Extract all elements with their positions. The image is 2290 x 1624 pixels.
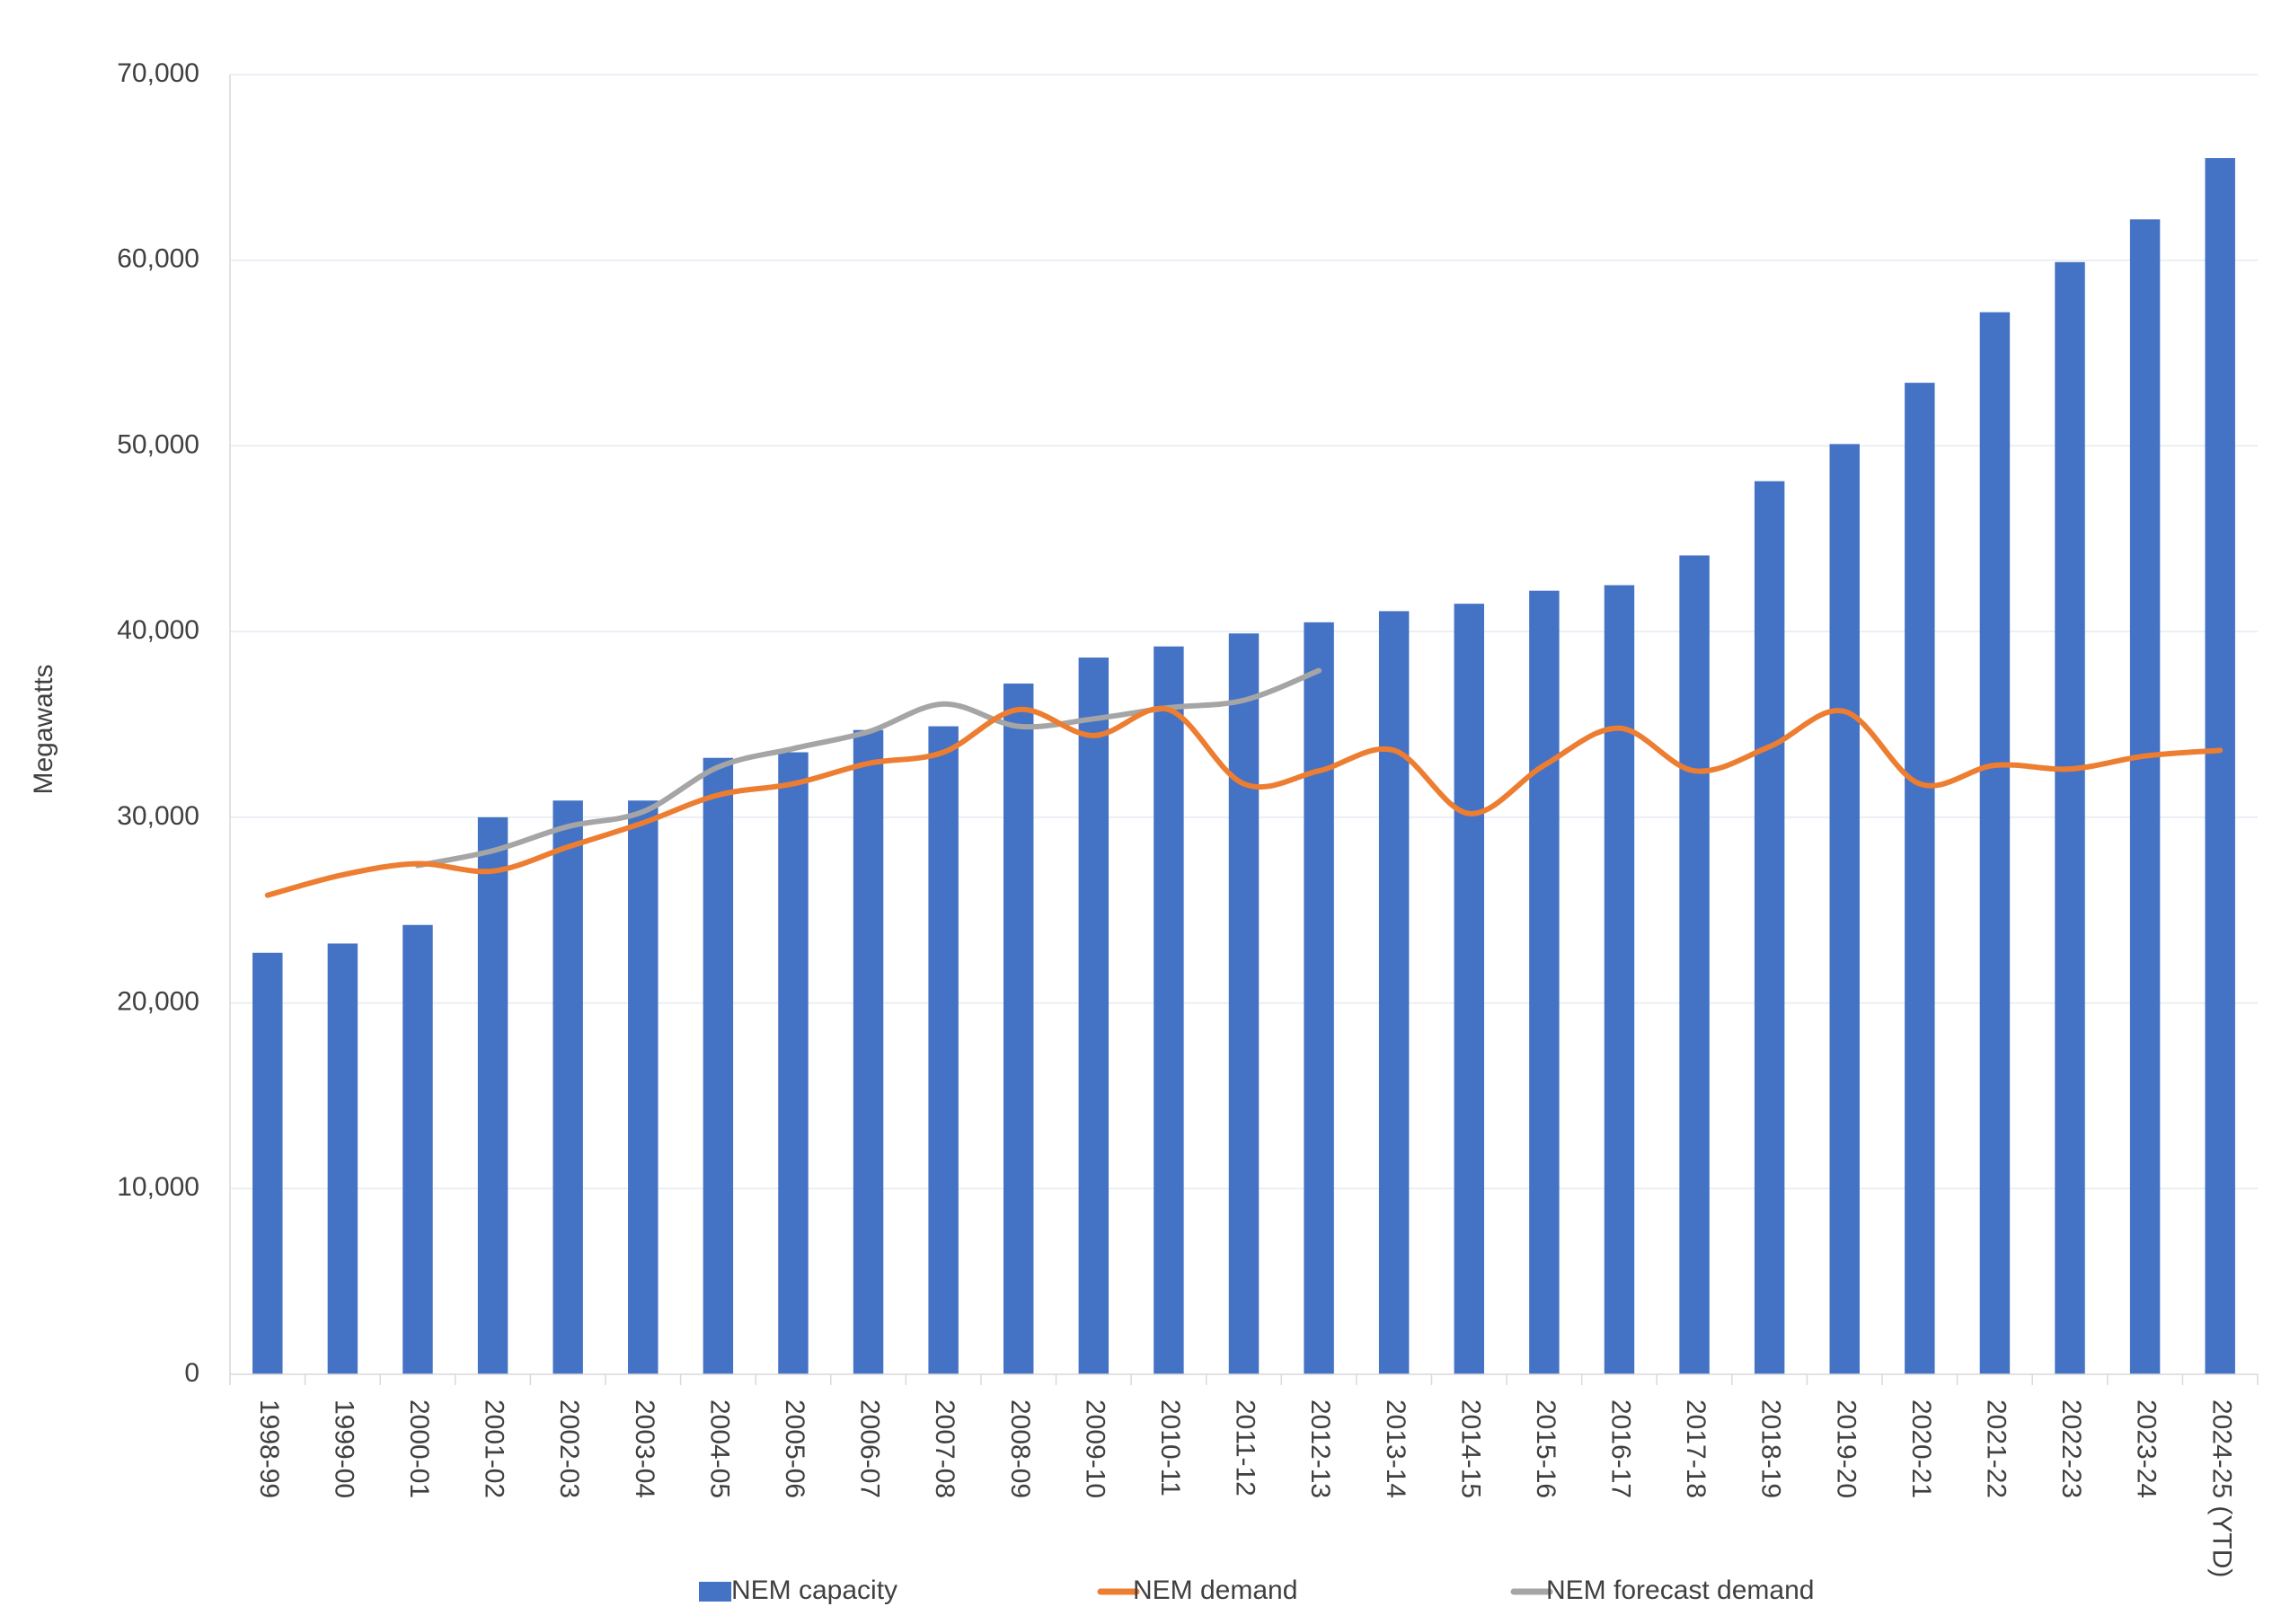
legend-label: NEM capacity	[731, 1575, 897, 1605]
bar-capacity	[628, 800, 659, 1374]
bar-capacity	[1979, 312, 2011, 1375]
bar-capacity	[1154, 646, 1184, 1374]
bar-capacity	[1679, 555, 1710, 1374]
bar-capacity	[553, 800, 583, 1374]
x-tick-label: 2000-01	[404, 1399, 434, 1498]
y-tick-label: 60,000	[117, 244, 199, 274]
x-tick-label: 2018-19	[1756, 1399, 1786, 1498]
x-tick-label: 2002-03	[554, 1399, 584, 1498]
x-tick-label: 2011-12	[1231, 1399, 1260, 1496]
legend-label: NEM demand	[1133, 1575, 1297, 1605]
legend-swatch	[699, 1582, 731, 1602]
x-tick-label: 2001-02	[480, 1399, 509, 1498]
line-series	[264, 667, 2224, 898]
x-tick-label: 2008-09	[1005, 1399, 1035, 1498]
x-tick-label: 2021-22	[1982, 1399, 2011, 1498]
axes	[229, 75, 2259, 1385]
bar-capacity	[1529, 590, 1560, 1374]
bar-capacity	[1004, 684, 1034, 1374]
x-tick-label: 2004-05	[704, 1399, 734, 1498]
legend: NEM capacity NEM demand NEM forecast deman…	[699, 1575, 1814, 1605]
x-tick-label: 2005-06	[780, 1399, 809, 1498]
x-tick-label: 2017-18	[1681, 1399, 1711, 1498]
bar-capacity	[402, 924, 433, 1374]
y-axis-tick-labels: 0 10,000 20,000 30,000 40,000 50,000 60,000 70,…	[117, 58, 199, 1388]
y-tick-label: 50,000	[117, 429, 199, 459]
bar-capacity	[327, 943, 358, 1374]
x-tick-label: 2015-16	[1531, 1399, 1561, 1498]
y-tick-label: 70,000	[117, 58, 199, 88]
bar-capacity	[1454, 604, 1484, 1374]
x-tick-label: 2023-24	[2132, 1399, 2162, 1498]
line-nem-demand	[264, 705, 2224, 898]
x-tick-label: 2010-11	[1155, 1399, 1185, 1496]
y-tick-label: 10,000	[117, 1172, 199, 1202]
legend-label: NEM forecast demand	[1546, 1575, 1814, 1605]
bar-capacity	[252, 952, 283, 1374]
x-tick-label: 2006-07	[855, 1399, 885, 1498]
bar-capacity	[853, 729, 884, 1374]
bar-capacity	[477, 816, 508, 1374]
bar-capacity	[1604, 585, 1635, 1374]
bar-capacity	[2129, 219, 2161, 1374]
x-tick-label: 2012-13	[1305, 1399, 1335, 1498]
bar-capacity	[1829, 444, 1860, 1374]
x-tick-label: 2009-10	[1080, 1399, 1110, 1498]
legend-item-nem-demand: NEM demand	[1097, 1575, 1297, 1605]
x-tick-label: 2022-23	[2056, 1399, 2086, 1498]
x-tick-label: 2014-15	[1455, 1399, 1485, 1498]
bar-series	[252, 158, 2235, 1375]
bar-capacity	[1378, 611, 1410, 1374]
x-tick-label: 2024-25 (YTD)	[2206, 1399, 2236, 1577]
bar-capacity	[778, 752, 809, 1374]
bar-capacity	[2055, 261, 2085, 1374]
x-axis-tick-labels: 1998-99 1999-00 2000-01 2001-02 2002-03 2003-…	[254, 1399, 2236, 1577]
bar-capacity	[1905, 383, 1935, 1374]
x-tick-label: 1999-00	[329, 1399, 358, 1498]
legend-item-nem-capacity: NEM capacity	[699, 1575, 897, 1605]
legend-item-nem-forecast-demand: NEM forecast demand	[1510, 1575, 1814, 1605]
x-tick-label: 2007-08	[930, 1399, 959, 1498]
bar-capacity	[703, 757, 734, 1374]
x-tick-label: 1998-99	[254, 1399, 284, 1498]
bar-capacity	[2205, 158, 2235, 1374]
bar-capacity	[1754, 481, 1785, 1374]
x-tick-label: 2013-14	[1381, 1399, 1410, 1498]
x-tick-label: 2020-21	[1906, 1399, 1936, 1498]
y-tick-label: 20,000	[117, 986, 199, 1016]
y-axis-label: Megawatts	[29, 664, 58, 794]
x-tick-label: 2016-17	[1606, 1399, 1636, 1498]
y-tick-label: 40,000	[117, 615, 199, 645]
x-tick-label: 2003-04	[630, 1399, 659, 1498]
bar-capacity	[1304, 622, 1334, 1374]
bar-capacity	[928, 726, 959, 1374]
bar-capacity	[1228, 633, 1260, 1374]
bar-capacity	[1078, 658, 1110, 1374]
y-tick-label: 0	[184, 1358, 199, 1388]
x-tick-label: 2019-20	[1831, 1399, 1861, 1498]
y-tick-label: 30,000	[117, 801, 199, 831]
